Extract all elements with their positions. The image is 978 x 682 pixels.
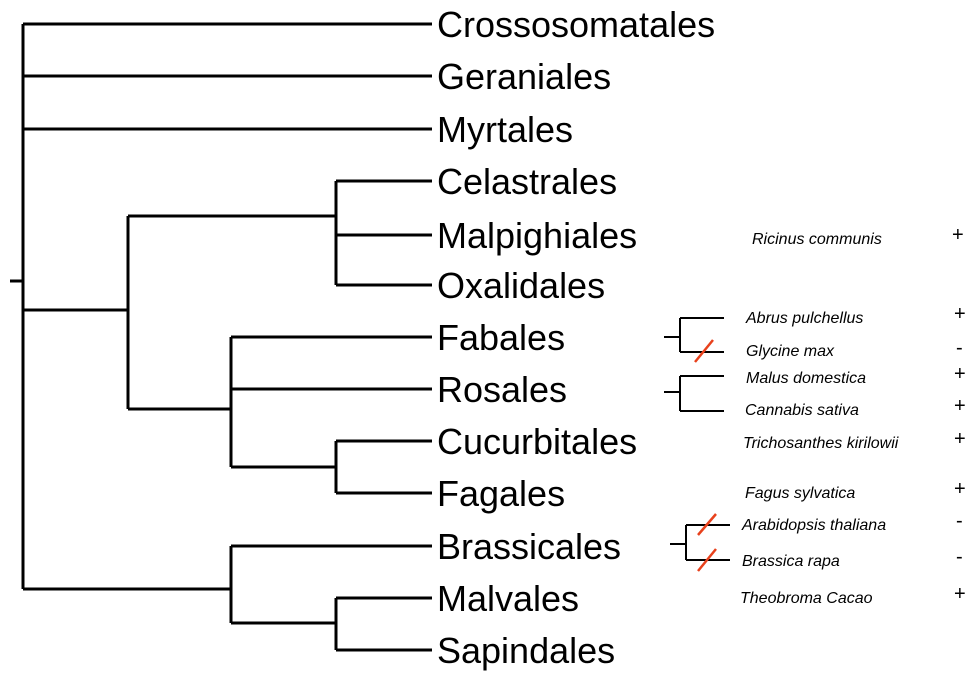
sign-malus-domestica: + — [954, 363, 966, 385]
order-label-brassicales: Brassicales — [437, 526, 621, 567]
order-label-celastrales: Celastrales — [437, 161, 617, 202]
species-label-brassica-rapa: Brassica rapa — [742, 553, 840, 570]
order-label-rosales: Rosales — [437, 369, 567, 410]
sign-ricinus-communis: + — [952, 224, 964, 246]
order-label-malvales: Malvales — [437, 578, 579, 619]
species-labels: Ricinus communis Abrus pulchellus Glycin… — [740, 231, 899, 607]
sign-theobroma-cacao: + — [954, 583, 966, 605]
order-label-malpighiales: Malpighiales — [437, 215, 637, 256]
sign-arabidopsis-thaliana: - — [956, 510, 963, 532]
species-label-cannabis-sativa: Cannabis sativa — [745, 402, 859, 419]
order-tree-branches — [10, 22, 432, 652]
order-label-oxalidales: Oxalidales — [437, 265, 605, 306]
order-label-crossosomatales: Crossosomatales — [437, 4, 715, 45]
sign-brassica-rapa: - — [956, 546, 963, 568]
loss-marker-glycine-max — [694, 339, 714, 363]
order-label-sapindales: Sapindales — [437, 630, 615, 671]
species-label-abrus-pulchellus: Abrus pulchellus — [745, 310, 863, 327]
order-labels: Crossosomatales Geraniales Myrtales Cela… — [437, 4, 715, 671]
order-label-fabales: Fabales — [437, 317, 565, 358]
species-label-glycine-max: Glycine max — [746, 343, 835, 360]
species-label-fagus-sylvatica: Fagus sylvatica — [745, 485, 855, 502]
species-label-ricinus-communis: Ricinus communis — [752, 231, 882, 248]
gene-loss-markers — [694, 339, 717, 572]
sign-cannabis-sativa: + — [954, 395, 966, 417]
loss-marker-arabidopsis-thaliana — [697, 513, 717, 536]
sign-abrus-pulchellus: + — [954, 303, 966, 325]
presence-marks: + + - + + + + - - + — [952, 224, 966, 605]
species-subtree-branches — [664, 317, 730, 561]
order-label-fagales: Fagales — [437, 473, 565, 514]
order-label-myrtales: Myrtales — [437, 109, 573, 150]
sign-glycine-max: - — [956, 337, 963, 359]
sign-fagus-sylvatica: + — [954, 478, 966, 500]
species-label-trichosanthes-kirilowii: Trichosanthes kirilowii — [743, 435, 899, 452]
species-label-malus-domestica: Malus domestica — [746, 370, 866, 387]
order-label-geraniales: Geraniales — [437, 56, 611, 97]
species-label-theobroma-cacao: Theobroma Cacao — [740, 590, 873, 607]
loss-marker-brassica-rapa — [697, 548, 717, 572]
order-label-cucurbitales: Cucurbitales — [437, 421, 637, 462]
species-label-arabidopsis-thaliana: Arabidopsis thaliana — [741, 517, 886, 534]
sign-trichosanthes-kirilowii: + — [954, 428, 966, 450]
